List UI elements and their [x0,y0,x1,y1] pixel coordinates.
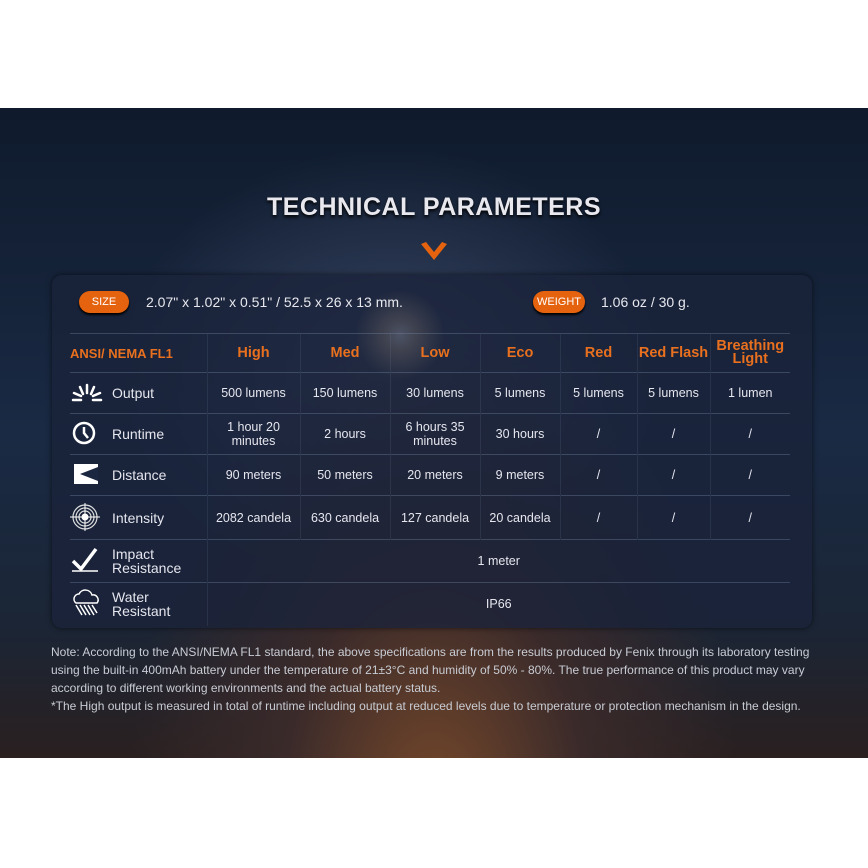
spec-value: 1 meter [206,539,790,583]
spec-value: 20 candela [479,495,560,540]
footnote: Note: According to the ANSI/NEMA FL1 sta… [51,643,821,715]
row-label-cell: Intensity [70,495,207,540]
spec-value: 1 hour 20 minutes [206,413,300,455]
row-label-cell: Distance [70,454,207,496]
impact-icon [70,547,104,575]
row-label: Output [112,385,155,401]
weight-value: 1.06 oz / 30 g. [601,294,690,310]
column-header: High [206,333,300,373]
spec-value: 5 lumens [479,372,560,414]
weight-badge: WEIGHT [533,291,585,313]
spec-value: / [559,495,637,540]
column-header: Low [389,333,480,373]
size-badge: SIZE [79,291,129,313]
column-header: Breathing Light [709,333,790,373]
column-header: Med [299,333,390,373]
table-row: Distance 90 meters 50 meters 20 meters 9 met… [70,454,790,496]
spec-value: 20 meters [389,454,480,496]
spec-value: 5 lumens [636,372,710,414]
spec-value: / [636,413,710,455]
spec-value: IP66 [206,582,790,626]
note-text: Note: According to the ANSI/NEMA FL1 sta… [51,645,810,695]
rain-cloud-icon [70,589,104,619]
spec-value: / [709,495,790,540]
spec-value: 2 hours [299,413,390,455]
spec-value: / [559,413,637,455]
table-header-row: ANSI/ NEMA FL1 High Med Low Eco Red Red Flash B… [70,333,790,373]
row-label: Intensity [112,509,165,526]
spec-value: / [559,454,637,496]
column-header: Eco [479,333,560,373]
row-label-cell: Output [70,372,207,414]
clock-icon [70,421,104,447]
row-label: Runtime [112,426,165,442]
spec-value: 90 meters [206,454,300,496]
spec-value: 127 candela [389,495,480,540]
spec-value: 5 lumens [559,372,637,414]
spec-value: 1 lumen [709,372,790,414]
chevron-down-icon [421,242,447,260]
spec-table: ANSI/ NEMA FL1 High Med Low Eco Red Red Flash B… [70,333,790,626]
spec-value: / [709,413,790,455]
table-row: Output 500 lumens 150 lumens 30 lumens 5 lum… [70,372,790,414]
spec-value: 630 candela [299,495,390,540]
spec-value: / [636,454,710,496]
spec-value: 9 meters [479,454,560,496]
table-row: Water Resistant IP66 [70,582,790,626]
note-asterisk: *The High output is measured in total of… [51,699,801,713]
spec-value: / [709,454,790,496]
table-row: Intensity 2082 candela 630 candela 127 cand… [70,495,790,540]
column-header: Red [559,333,637,373]
spec-value: 500 lumens [206,372,300,414]
target-icon [70,502,104,533]
column-header: Red Flash [636,333,710,373]
spec-value: / [636,495,710,540]
spec-value: 6 hours 35 minutes [389,413,480,455]
row-label: Water Resistant [112,589,171,620]
spec-value: 150 lumens [299,372,390,414]
row-label: Impact Resistance [112,546,182,576]
table-row: Runtime 1 hour 20 minutes 2 hours 6 hours 3… [70,413,790,455]
spec-value: 30 lumens [389,372,480,414]
table-row: Impact Resistance 1 meter [70,539,790,583]
spec-value: 2082 candela [206,495,300,540]
row-label-cell: Water Resistant [70,582,207,626]
beam-distance-icon [70,462,104,488]
page-title: TECHNICAL PARAMETERS [266,193,602,221]
spec-value: 50 meters [299,454,390,496]
size-value: 2.07" x 1.02" x 0.51" / 52.5 x 26 x 13 m… [146,294,403,310]
row-label-cell: Impact Resistance [70,539,207,583]
row-label-cell: Runtime [70,413,207,455]
sun-burst-icon [70,381,104,405]
spec-value: 30 hours [479,413,560,455]
row-label: Distance [112,467,167,483]
column-header: ANSI/ NEMA FL1 [70,333,207,373]
